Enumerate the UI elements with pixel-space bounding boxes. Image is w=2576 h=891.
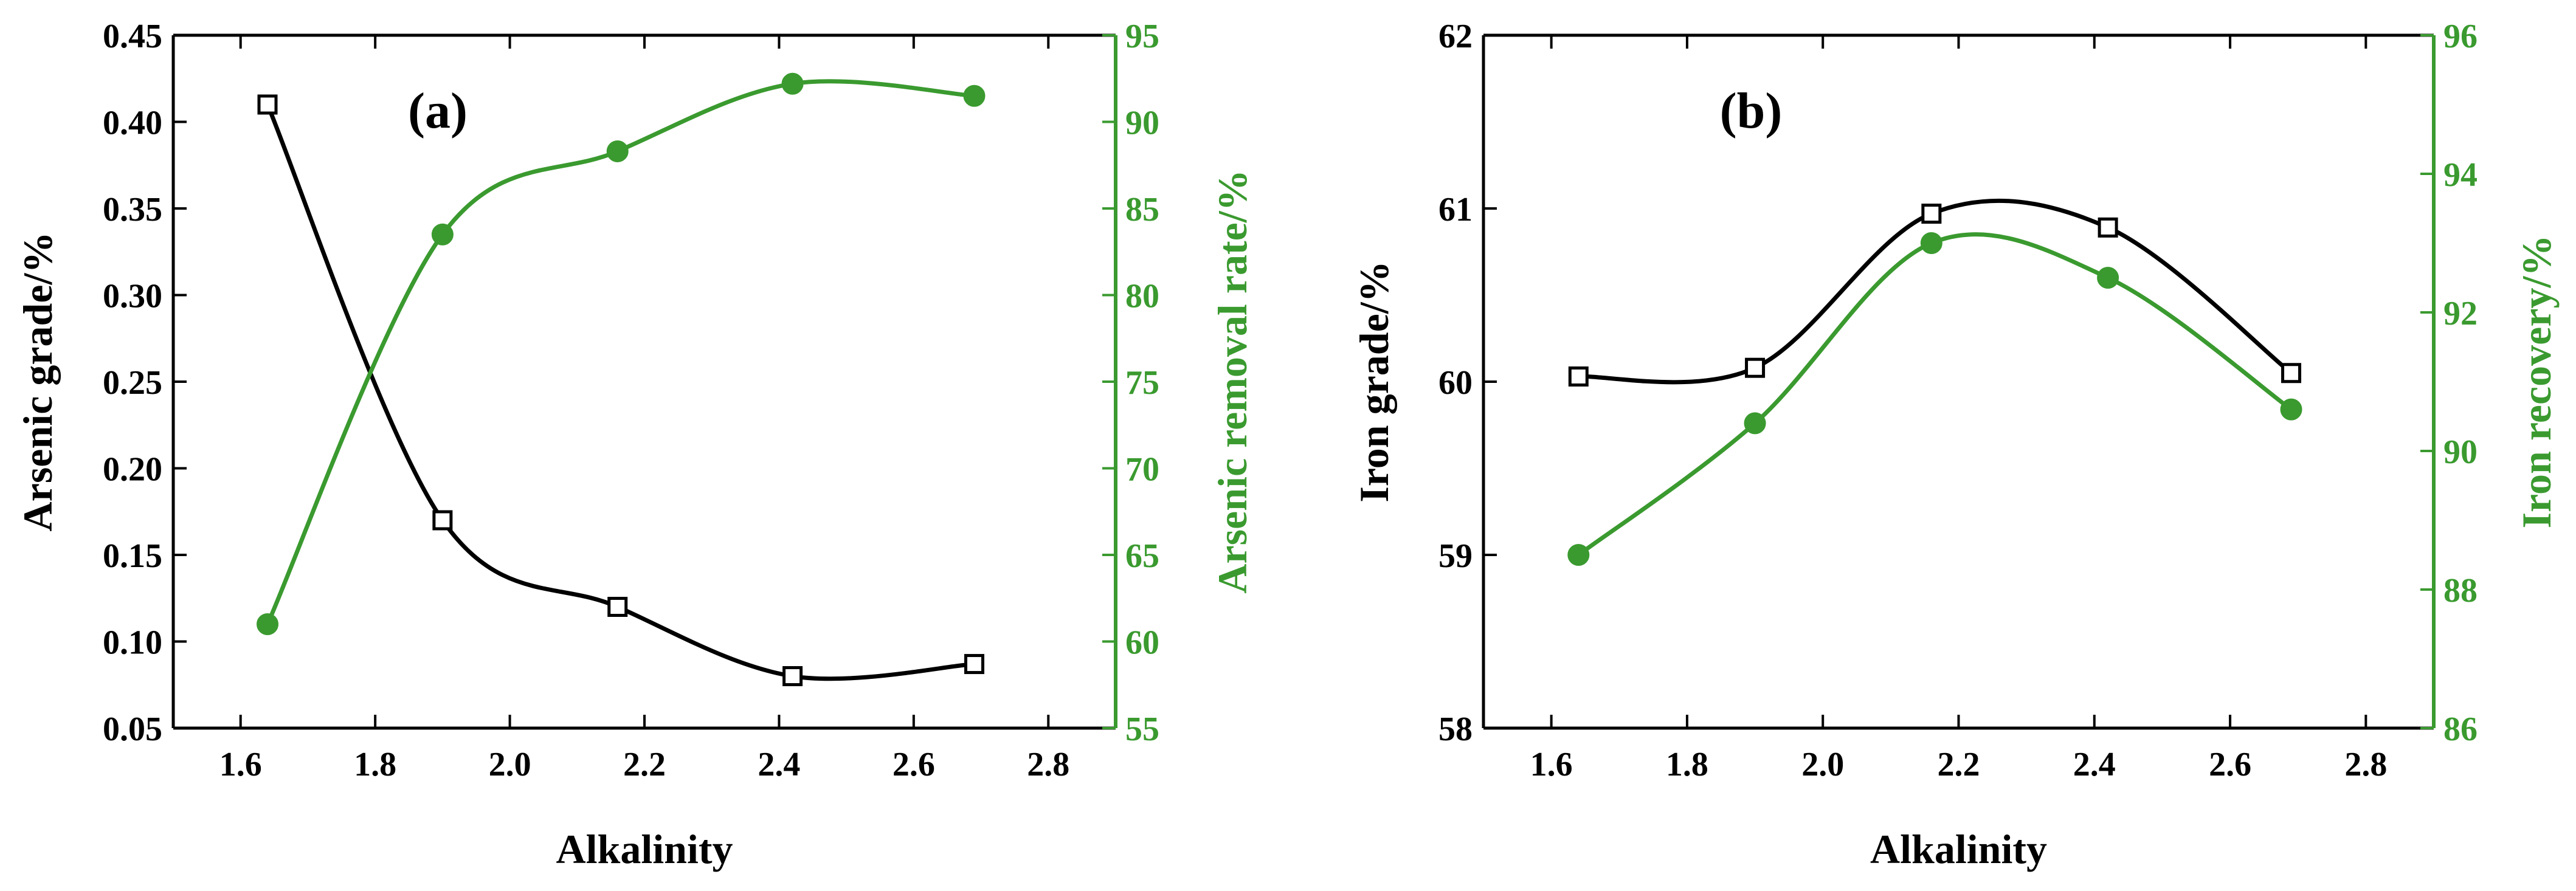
left-y-tick-label: 59 bbox=[1438, 537, 1473, 575]
left-y-tick-label: 0.45 bbox=[103, 18, 162, 55]
iron-grade-point bbox=[1568, 366, 1589, 387]
right-y-tick-label: 65 bbox=[1125, 537, 1159, 575]
right-y-tick-label: 80 bbox=[1125, 278, 1159, 315]
left-y-tick-label: 58 bbox=[1438, 710, 1473, 748]
left-y-tick-label: 0.10 bbox=[103, 624, 162, 662]
x-tick-label: 2.6 bbox=[2209, 746, 2251, 783]
left-y-tick-label: 0.15 bbox=[103, 537, 162, 575]
arsenic-grade-point bbox=[607, 597, 628, 617]
right-y-tick-label: 70 bbox=[1125, 451, 1159, 489]
iron-recovery-point bbox=[1744, 412, 1766, 435]
iron-grade-line bbox=[1578, 198, 2293, 385]
iron-recovery-point bbox=[2280, 398, 2302, 421]
iron-grade-point bbox=[2098, 217, 2118, 238]
arsenic-grade-point bbox=[964, 654, 984, 675]
arsenic-grade-line bbox=[265, 103, 975, 681]
x-tick-label: 2.6 bbox=[893, 746, 935, 783]
iron-grade-point bbox=[1921, 204, 1942, 224]
arsenic-removal-rate-point bbox=[257, 613, 278, 635]
arsenic-removal-rate-point bbox=[606, 140, 629, 162]
right-y-tick-label: 86 bbox=[2443, 710, 2478, 748]
right-y-axis-title: Arsenic removal rate/% bbox=[1209, 170, 1255, 593]
left-y-axis-title: Iron grade/% bbox=[1351, 261, 1397, 502]
x-tick-label: 2.2 bbox=[623, 746, 666, 783]
right-y-tick-label: 88 bbox=[2443, 572, 2478, 610]
arsenic-removal-rate-point bbox=[781, 72, 804, 95]
x-tick-label: 2.4 bbox=[758, 746, 800, 783]
x-tick-label: 2.4 bbox=[2073, 746, 2116, 783]
x-tick-label: 1.6 bbox=[1530, 746, 1573, 783]
left-y-tick-label: 0.20 bbox=[103, 451, 162, 489]
x-axis-title: Alkalinity bbox=[556, 826, 733, 872]
x-tick-label: 2.0 bbox=[1801, 746, 1844, 783]
left-y-tick-label: 0.25 bbox=[103, 364, 162, 402]
x-tick-label: 2.2 bbox=[1938, 746, 1980, 783]
right-y-tick-label: 92 bbox=[2443, 295, 2478, 332]
left-y-tick-label: 0.05 bbox=[103, 710, 162, 748]
x-axis-title: Alkalinity bbox=[1870, 826, 2047, 872]
left-y-tick-label: 61 bbox=[1438, 191, 1473, 229]
right-y-tick-label: 94 bbox=[2443, 156, 2478, 194]
arsenic-grade-point bbox=[782, 666, 803, 686]
right-y-tick-label: 75 bbox=[1125, 364, 1159, 402]
x-tick-label: 1.8 bbox=[1666, 746, 1708, 783]
left-y-tick-label: 0.30 bbox=[103, 278, 162, 315]
iron-recovery-point bbox=[2097, 267, 2119, 289]
right-y-tick-label: 90 bbox=[1125, 105, 1159, 142]
arsenic-removal-rate-line bbox=[265, 79, 975, 625]
arsenic-grade-point bbox=[257, 94, 278, 115]
left-y-axis-title: Arsenic grade/% bbox=[15, 232, 61, 532]
iron-grade-point bbox=[1745, 357, 1766, 378]
panel-label: (a) bbox=[408, 83, 468, 139]
right-y-tick-label: 60 bbox=[1125, 624, 1159, 662]
x-tick-label: 2.8 bbox=[2344, 746, 2387, 783]
right-y-tick-label: 90 bbox=[2443, 433, 2478, 471]
arsenic-removal-rate-point bbox=[431, 223, 454, 246]
right-y-axis-title: Iron recovery/% bbox=[2513, 235, 2560, 529]
iron-recovery-line bbox=[1577, 232, 2293, 557]
right-y-tick-label: 85 bbox=[1125, 191, 1159, 229]
x-tick-label: 1.6 bbox=[219, 746, 262, 783]
iron-recovery-point bbox=[1567, 544, 1590, 566]
arsenic-grade-point bbox=[432, 510, 453, 531]
right-y-tick-label: 96 bbox=[2443, 18, 2478, 55]
panel-label: (b) bbox=[1720, 83, 1783, 139]
left-y-tick-label: 0.40 bbox=[103, 105, 162, 142]
right-y-tick-label: 55 bbox=[1125, 710, 1159, 748]
iron-recovery-point bbox=[1920, 232, 1942, 254]
arsenic-removal-rate-point bbox=[963, 84, 986, 107]
left-y-tick-label: 0.35 bbox=[103, 191, 162, 229]
left-y-tick-label: 62 bbox=[1438, 18, 1473, 55]
left-y-tick-label: 60 bbox=[1438, 364, 1473, 402]
panel-b: 1.6 1.8 2.0 2.2 2.4 2.6 2.8 58 59 60 61 62 86 88 90 92 9… bbox=[1351, 18, 2560, 872]
panel-a: 1.6 1.8 2.0 2.2 2.4 2.6 2.8 0.05 0.10 0.15 0.20 0.2… bbox=[15, 18, 1255, 872]
x-tick-label: 2.8 bbox=[1027, 746, 1069, 783]
x-tick-label: 1.8 bbox=[354, 746, 396, 783]
x-tick-label: 2.0 bbox=[489, 746, 531, 783]
iron-grade-point bbox=[2281, 363, 2302, 384]
right-y-tick-label: 95 bbox=[1125, 18, 1159, 55]
